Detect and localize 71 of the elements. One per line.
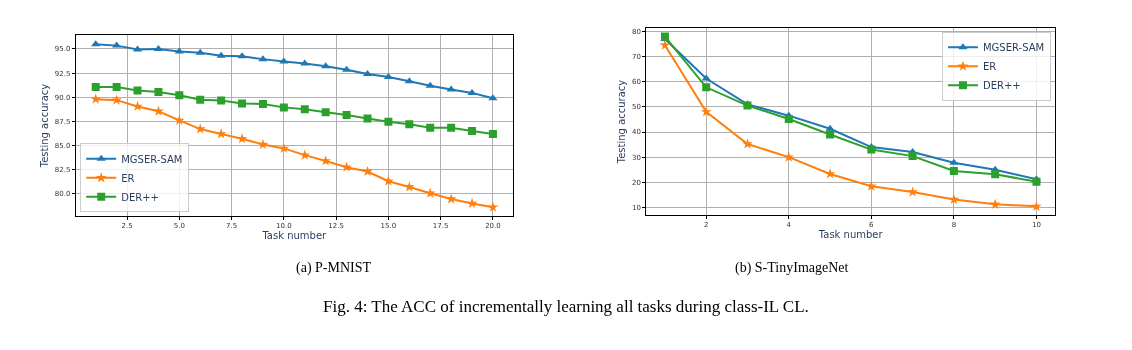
y-axis-title: Testing accuracy xyxy=(38,83,50,169)
point xyxy=(702,83,711,92)
point xyxy=(91,40,101,47)
point xyxy=(426,123,435,132)
point xyxy=(154,87,163,96)
point xyxy=(278,142,290,153)
point xyxy=(783,151,795,162)
legend-label: MGSER-SAM xyxy=(982,42,1045,54)
legend-label: ER xyxy=(121,172,135,184)
text: (b) S-TinyImageNet xyxy=(735,260,849,276)
legend-label: DER++ xyxy=(121,191,159,203)
point xyxy=(175,91,184,100)
point xyxy=(742,138,753,149)
point xyxy=(425,81,435,88)
point xyxy=(133,86,142,95)
legend-label: DER++ xyxy=(982,80,1021,92)
point xyxy=(466,197,478,208)
point xyxy=(447,123,456,132)
point xyxy=(91,83,100,92)
point xyxy=(258,55,268,62)
point xyxy=(384,117,393,126)
point xyxy=(363,114,372,123)
point xyxy=(866,180,877,191)
point xyxy=(279,103,288,112)
point xyxy=(659,39,671,50)
point xyxy=(826,130,835,139)
point xyxy=(279,57,289,64)
point xyxy=(907,186,918,197)
point xyxy=(196,95,205,104)
point xyxy=(908,152,917,161)
point xyxy=(362,165,373,177)
point xyxy=(949,158,959,165)
point xyxy=(383,175,394,186)
y-axis-title: Testing accuracy xyxy=(616,79,628,165)
point xyxy=(1031,200,1042,211)
point xyxy=(700,106,712,117)
point xyxy=(948,193,960,205)
point xyxy=(300,105,309,114)
point xyxy=(174,114,185,125)
point xyxy=(825,124,835,131)
point xyxy=(90,93,102,104)
point xyxy=(195,48,205,55)
text: (a) P-MNIST xyxy=(296,260,372,276)
point xyxy=(1032,177,1041,186)
point xyxy=(299,149,311,160)
x-axis-title: Task number xyxy=(261,230,328,242)
point xyxy=(216,51,226,58)
point xyxy=(112,83,121,92)
x-axis-title: Task number xyxy=(817,229,884,241)
point xyxy=(342,111,351,120)
point xyxy=(991,170,1000,179)
point xyxy=(867,145,876,154)
point xyxy=(111,94,122,105)
point xyxy=(468,127,477,136)
point xyxy=(132,100,143,111)
point xyxy=(488,129,497,138)
point xyxy=(784,114,793,123)
point xyxy=(467,88,477,95)
point xyxy=(405,120,414,129)
legend-label: MGSER-SAM xyxy=(121,153,183,165)
caption: Fig. 4: The ACC of incrementally learning all tasks during class-IL CL. xyxy=(323,297,809,316)
point xyxy=(258,100,267,108)
point xyxy=(217,96,226,105)
point xyxy=(321,108,330,117)
point xyxy=(257,138,269,150)
point xyxy=(446,85,456,92)
point xyxy=(153,105,164,116)
point xyxy=(487,201,499,212)
point xyxy=(238,99,247,108)
legend-label: ER xyxy=(982,61,997,73)
point xyxy=(949,166,958,175)
